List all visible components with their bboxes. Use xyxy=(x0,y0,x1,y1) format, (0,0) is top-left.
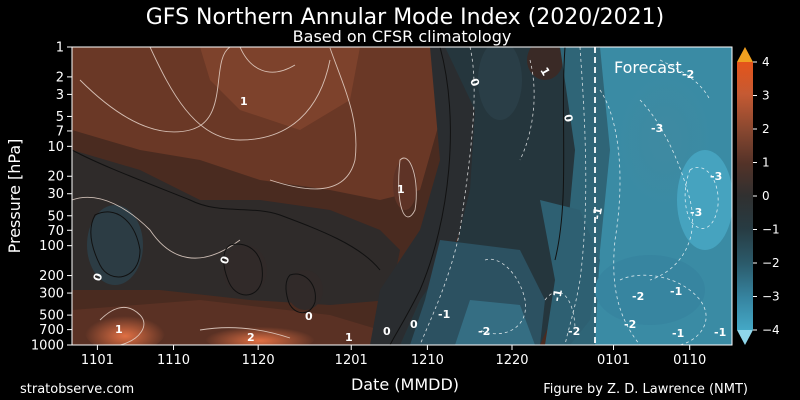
x-axis-label: Date (MMDD) xyxy=(351,375,459,394)
colorbar-tick-label: 4 xyxy=(762,55,770,69)
plot-frame xyxy=(71,46,733,346)
contour-label: 0 xyxy=(410,318,418,331)
x-tick-label: 1201 xyxy=(335,353,368,368)
contour-label: -1 xyxy=(714,326,726,339)
contour-label: -2 xyxy=(632,290,644,303)
colorbar-tick-label: 1 xyxy=(762,156,770,170)
chart-title: GFS Northern Annular Mode Index (2020/20… xyxy=(146,5,665,30)
contour-label: 1 xyxy=(115,323,123,336)
contour-label: -3 xyxy=(651,122,663,135)
y-tick-label: 300 xyxy=(39,287,64,302)
y-tick-label: 2 xyxy=(56,70,64,85)
contour-label: -1 xyxy=(438,308,450,321)
x-tick-label: 1210 xyxy=(411,353,444,368)
y-tick-label: 20 xyxy=(47,170,64,185)
colorbar-tick-label: −4 xyxy=(762,323,780,337)
colorbar-body xyxy=(737,62,753,330)
colorbar-tick-label: −2 xyxy=(762,256,780,270)
contour-label: -2 xyxy=(624,318,636,331)
y-axis-label: Pressure [hPa] xyxy=(5,139,24,254)
contour-label: -1 xyxy=(590,206,605,220)
x-tick-label: 1120 xyxy=(242,353,275,368)
x-tick-label: 1220 xyxy=(495,353,528,368)
colorbar-tick-label: 3 xyxy=(762,89,770,103)
contour-label: 1 xyxy=(397,183,405,196)
y-tick-label: 30 xyxy=(47,187,64,202)
colorbar-tick-label: 0 xyxy=(762,189,770,203)
chart-subtitle: Based on CFSR climatology xyxy=(293,27,512,46)
y-tick-label: 200 xyxy=(39,269,64,284)
contour-label: 0 xyxy=(561,113,575,123)
y-tick-label: 1 xyxy=(56,41,64,56)
colorbar-bottom-extend xyxy=(737,330,753,345)
contour-labels: 0 0 0 0 0 0 0 1 1 1 1 1 2 -1 -1 -1 -2 -2… xyxy=(91,65,727,344)
y-tick-label: 100 xyxy=(39,239,64,254)
y-tick-label: 700 xyxy=(39,323,64,338)
y-tick-label: 50 xyxy=(47,209,64,224)
colorbar-tick-label: −3 xyxy=(762,290,780,304)
x-tick-label: 1101 xyxy=(81,353,114,368)
contour-label: 0 xyxy=(305,310,313,323)
colorbar-tick-label: −1 xyxy=(762,223,780,237)
contour-label: -1 xyxy=(670,285,682,298)
x-tick-label: 0101 xyxy=(597,353,630,368)
x-tick-label: 1110 xyxy=(157,353,190,368)
contour-label: 1 xyxy=(240,95,248,108)
contour-label: -2 xyxy=(478,325,490,338)
contour-label: -2 xyxy=(568,325,580,338)
contour-label: -1 xyxy=(672,327,684,340)
contour-label: 0 xyxy=(467,77,482,89)
colorbar-tick-label: 2 xyxy=(762,122,770,136)
y-tick-label: 70 xyxy=(47,224,64,239)
x-tick-label: 0110 xyxy=(673,353,706,368)
credit-right: Figure by Z. D. Lawrence (NMT) xyxy=(543,382,748,397)
y-tick-label: 1000 xyxy=(31,339,64,354)
nam-field xyxy=(72,47,732,345)
y-tick-label: 5 xyxy=(56,110,64,125)
contour-label: 0 xyxy=(383,325,391,338)
y-tick-label: 7 xyxy=(56,124,64,139)
contour-label: 0 xyxy=(91,271,106,283)
forecast-label: Forecast xyxy=(614,58,682,77)
contour-label: -3 xyxy=(690,206,702,219)
colorbar: 4 3 2 1 0 −1 −2 −3 −4 xyxy=(737,47,780,345)
y-tick-label: 500 xyxy=(39,309,64,324)
contour-label: 0 xyxy=(218,254,233,266)
contour-label: 1 xyxy=(345,331,353,344)
y-tick-label: 3 xyxy=(56,88,64,103)
x-axis-ticks: 1101 1110 1120 1201 1210 1220 0101 0110 xyxy=(81,345,706,368)
contour-label: 2 xyxy=(247,331,255,344)
credit-left: stratobserve.com xyxy=(20,382,134,397)
contour-label: -3 xyxy=(710,170,722,183)
y-tick-label: 10 xyxy=(47,140,64,155)
contour-label: -2 xyxy=(682,68,694,81)
colorbar-top-extend xyxy=(737,47,753,62)
contour-label: -1 xyxy=(550,288,565,302)
